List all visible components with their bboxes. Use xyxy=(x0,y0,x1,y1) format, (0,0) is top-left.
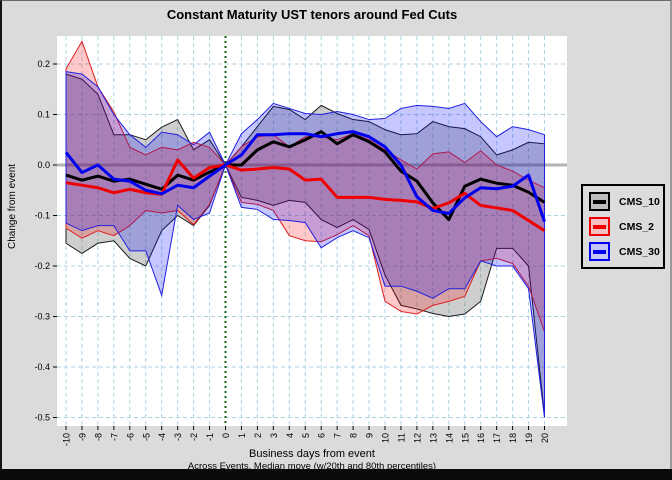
plot-canvas: -10 -9 -8 -7 -6 -5 -4 -3 -2 -1 0 1 2 3 4 5 6 7 8 9 10 11 12 13 1… xyxy=(34,36,567,446)
median-line-CMS_10 xyxy=(65,130,546,222)
x-tick-label: -1 xyxy=(205,433,215,441)
legend-label: CMS_2 xyxy=(619,220,655,233)
y-tick-label: 0.2 xyxy=(37,59,50,69)
x-tick-label: -10 xyxy=(62,433,72,446)
legend-swatch-CMS_2 xyxy=(589,217,610,236)
x-tick-label: 4 xyxy=(285,433,295,438)
legend-entry-CMS_10: CMS_10 xyxy=(583,189,663,214)
legend-entry-CMS_30: CMS_30 xyxy=(583,239,663,264)
x-tick-label: -8 xyxy=(93,433,103,441)
legend-box: CMS_10 CMS_2 CMS_30 xyxy=(581,184,665,269)
chart-title: Constant Maturity UST tenors around Fed … xyxy=(166,7,458,22)
legend-line-sample xyxy=(593,249,606,254)
legend-entry-CMS_2: CMS_2 xyxy=(583,214,663,239)
median-line-CMS_2 xyxy=(65,158,546,232)
x-tick-label: 5 xyxy=(301,433,311,438)
legend-label: CMS_30 xyxy=(619,245,660,258)
y-tick-label: 0.1 xyxy=(37,110,50,120)
y-tick-label: -0.2 xyxy=(34,261,50,271)
x-tick-label: 7 xyxy=(333,433,343,438)
x-tick-label: -6 xyxy=(125,433,135,441)
band-CMS_30 xyxy=(65,70,545,418)
legend-swatch-CMS_30 xyxy=(589,242,610,261)
x-tick-label: 6 xyxy=(317,433,327,438)
x-tick-label: -5 xyxy=(141,433,151,441)
x-tick-label: 8 xyxy=(349,433,359,438)
x-tick-label: -2 xyxy=(189,433,199,441)
y-tick-label: -0.4 xyxy=(34,362,50,372)
median-line-CMS_30 xyxy=(64,130,546,223)
y-tick-label: 0.0 xyxy=(37,160,50,170)
x-tick-label: 20 xyxy=(540,433,550,443)
x-tick-label: -7 xyxy=(109,433,119,441)
legend-line-sample xyxy=(593,199,606,204)
x-tick-label: -4 xyxy=(157,433,167,441)
plot-area xyxy=(57,36,567,426)
x-tick-label: -3 xyxy=(173,433,183,441)
h-gridlines xyxy=(57,63,567,418)
legend-label: CMS_10 xyxy=(619,195,660,208)
x-tick-label: 1 xyxy=(237,433,247,438)
x-tick-label: 2 xyxy=(253,433,263,438)
x-tick-label: -9 xyxy=(77,433,87,441)
x-tick-label: 13 xyxy=(428,433,438,443)
x-tick-label: 18 xyxy=(508,433,518,443)
x-tick-label: 10 xyxy=(381,433,391,443)
y-axis-title: Change from event xyxy=(7,163,18,249)
x-tick-label: 3 xyxy=(269,433,279,438)
x-tick-label: 19 xyxy=(524,433,534,443)
y-tick-label: -0.3 xyxy=(34,312,50,322)
legend-line-sample xyxy=(593,224,606,229)
y-tick-label: -0.5 xyxy=(34,413,50,423)
x-axis-title: Business days from event xyxy=(249,448,375,460)
y-tick-label: -0.1 xyxy=(34,211,50,221)
x-tick-label: 11 xyxy=(396,433,406,442)
window-bottom-edge xyxy=(0,469,672,475)
legend-swatch-CMS_10 xyxy=(589,192,610,211)
x-axis-ticks: -10 -9 -8 -7 -6 -5 -4 -3 -2 -1 0 1 2 3 4 5 6 7 8 9 10 11 12 13 1… xyxy=(62,426,550,446)
x-axis-subtitle: Across Events, Median move (w/20th and 8… xyxy=(187,461,437,472)
x-tick-label: 12 xyxy=(412,433,422,443)
x-tick-label: 15 xyxy=(460,433,470,443)
x-tick-label: 0 xyxy=(221,433,231,438)
x-tick-label: 9 xyxy=(365,433,375,438)
y-axis-ticks: 0.2 0.1 0.0 -0.1 -0.2 -0.3 -0.4 -0.5 xyxy=(34,59,57,423)
x-tick-label: 17 xyxy=(492,433,502,443)
x-tick-label: 14 xyxy=(444,433,454,443)
v-gridlines xyxy=(65,36,545,426)
x-tick-label: 16 xyxy=(476,433,486,443)
